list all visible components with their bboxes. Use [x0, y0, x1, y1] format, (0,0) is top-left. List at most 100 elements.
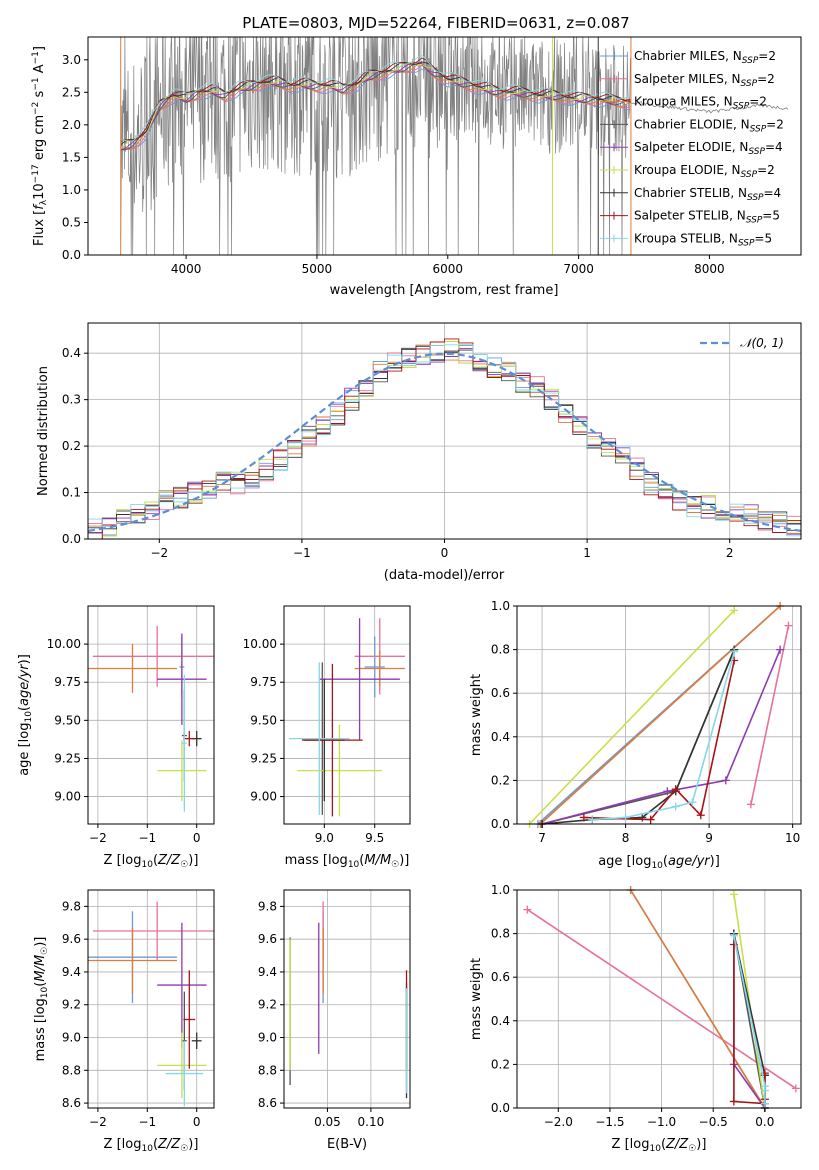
y-tick-label: 0.4 — [62, 346, 81, 360]
x-tick-label: 1 — [583, 546, 591, 560]
weight-point-marker — [621, 813, 630, 822]
legend-nssp-value: =5 — [762, 209, 780, 223]
weight-point-marker — [671, 785, 680, 794]
model-fit-line — [120, 62, 631, 151]
residual-ylabel: Normed distribution — [36, 366, 51, 496]
weight-point-marker — [730, 606, 739, 615]
normal-curve — [87, 352, 802, 532]
legend-nssp-value: =4 — [765, 140, 783, 154]
x-tick-label: 9.5 — [365, 831, 384, 845]
y-tick-label: 10.00 — [47, 637, 81, 651]
weight-z-frame — [516, 889, 802, 1109]
histogram-step-line — [88, 345, 801, 531]
y-tick-label: 2.5 — [62, 85, 81, 99]
weight-series-line — [528, 609, 735, 825]
weight-point-marker — [746, 800, 755, 809]
weight-series-line — [750, 625, 790, 805]
legend-subscript: SSP — [746, 216, 763, 226]
x-tick-label: 10 — [785, 831, 800, 845]
y-tick-label: 0.3 — [62, 393, 81, 407]
age-z-panel: −2 −1 0 9.00 9.25 9.50 9.75 10.00 Z [log10(Z/Z☉… — [17, 605, 215, 870]
y-tick-label: 9.50 — [54, 713, 81, 727]
y-tick-label: 9.8 — [62, 899, 81, 913]
x-tick-label: 9 — [705, 831, 713, 845]
y-tick-label: 0.0 — [62, 532, 81, 546]
age-mass-xlabel: mass [log10(M/M☉)] — [285, 853, 410, 870]
weight-point-marker — [523, 905, 532, 914]
x-tick-label: −2 — [89, 831, 107, 845]
y-tick-label: 0.4 — [491, 730, 510, 744]
y-tick-label: 8.8 — [258, 1063, 277, 1077]
x-tick-label: −2 — [150, 546, 168, 560]
histogram-step-line — [88, 344, 801, 537]
legend-subscript: SSP — [738, 238, 755, 248]
mass-ebv-panel: 0.05 0.10 8.6 8.8 9.0 9.2 9.4 9.6 9.8 E(B-V) — [258, 889, 411, 1152]
model-fit-line — [120, 61, 631, 146]
x-tick-label: 0 — [193, 831, 201, 845]
legend-label: Kroupa ELODIE, NSSP=2 — [634, 163, 775, 180]
x-tick-label: 2 — [726, 546, 734, 560]
y-tick-label: 0.2 — [491, 1057, 510, 1071]
y-tick-label: 9.6 — [258, 932, 277, 946]
spectrum-plot-area — [120, 37, 789, 255]
weight-point-marker — [729, 931, 738, 940]
legend-nssp-value: =2 — [757, 163, 775, 177]
mass-z-panel: −2 −1 0 8.6 8.8 9.0 9.2 9.4 9.6 9.8 Z [log10(Z/Z☉… — [33, 889, 215, 1154]
legend-label: Chabrier MILES, NSSP=2 — [634, 49, 776, 66]
x-tick-label: 6000 — [432, 262, 463, 276]
y-tick-label: 0.8 — [491, 927, 510, 941]
x-tick-label: −2.0 — [544, 1115, 573, 1129]
panel-plot-area — [289, 618, 405, 817]
x-tick-label: −1.5 — [595, 1115, 624, 1129]
age-z-ylabel: age [log10(age/yr)] — [17, 654, 34, 776]
weight-z-ylabel: mass weight — [469, 958, 484, 1040]
observed-spectrum-extension — [630, 101, 789, 114]
weight-age-panel: 7 8 9 10 0.0 0.2 0.4 0.6 0.8 1.0 age [log10(age/y… — [469, 599, 802, 871]
y-tick-label: 0.6 — [491, 970, 510, 984]
spectrum-frame — [87, 36, 802, 256]
mass-z-frame — [87, 889, 215, 1109]
legend-label: Salpeter MILES, NSSP=2 — [634, 72, 775, 89]
weight-point-marker — [784, 621, 793, 630]
age-mass-panel: 9.0 9.5 9.00 9.25 9.50 9.75 10.00 mass [log10(… — [243, 605, 411, 870]
y-tick-label: 9.0 — [62, 1031, 81, 1045]
legend-label: Chabrier ELODIE, NSSP=2 — [634, 117, 784, 134]
y-tick-label: 9.2 — [62, 998, 81, 1012]
legend-subscript: SSP — [750, 124, 767, 134]
x-tick-label: −1 — [138, 1115, 156, 1129]
y-tick-label: 9.2 — [258, 998, 277, 1012]
weight-point-marker — [730, 647, 739, 656]
weight-point-marker — [646, 815, 655, 824]
weight-series-line — [526, 908, 797, 1090]
x-tick-label: 0 — [193, 1115, 201, 1129]
y-tick-label: 9.75 — [250, 675, 277, 689]
legend-subscript: SSP — [733, 102, 750, 112]
spectrum-legend: Chabrier MILES, NSSP=2 Salpeter MILES, NS… — [600, 49, 784, 248]
legend-subscript: SSP — [742, 56, 759, 66]
residual-xlabel: (data-model)/error — [384, 568, 505, 583]
legend-subscript: SSP — [741, 79, 758, 89]
y-tick-label: 0.4 — [491, 1014, 510, 1028]
y-tick-label: 8.6 — [62, 1096, 81, 1110]
y-tick-label: 0.0 — [491, 817, 510, 831]
spectrum-ylabel: Flux [fλ10−17 erg cm−2 s−1 A−1] — [31, 46, 49, 246]
y-tick-label: 9.8 — [258, 899, 277, 913]
weight-age-xlabel: age [log10(age/yr)] — [598, 854, 720, 871]
panel-plot-area — [88, 625, 214, 812]
x-tick-label: 0.0 — [755, 1115, 774, 1129]
legend-label: Chabrier STELIB, NSSP=4 — [634, 186, 781, 203]
legend-label: Salpeter STELIB, NSSP=5 — [634, 209, 780, 226]
model-fit-line — [120, 54, 632, 142]
legend-nssp-value: =2 — [766, 117, 784, 131]
y-tick-label: 0.0 — [62, 248, 81, 262]
y-tick-label: 2.0 — [62, 118, 81, 132]
y-tick-label: 0.2 — [62, 439, 81, 453]
x-tick-label: 4000 — [171, 262, 202, 276]
weight-point-marker — [671, 802, 680, 811]
y-tick-label: 9.6 — [62, 932, 81, 946]
legend-subscript: SSP — [741, 170, 758, 180]
x-tick-label: −1.0 — [647, 1115, 676, 1129]
y-tick-label: 10.00 — [243, 637, 277, 651]
legend-subscript: SSP — [748, 147, 765, 157]
y-tick-label: 0.5 — [62, 215, 81, 229]
